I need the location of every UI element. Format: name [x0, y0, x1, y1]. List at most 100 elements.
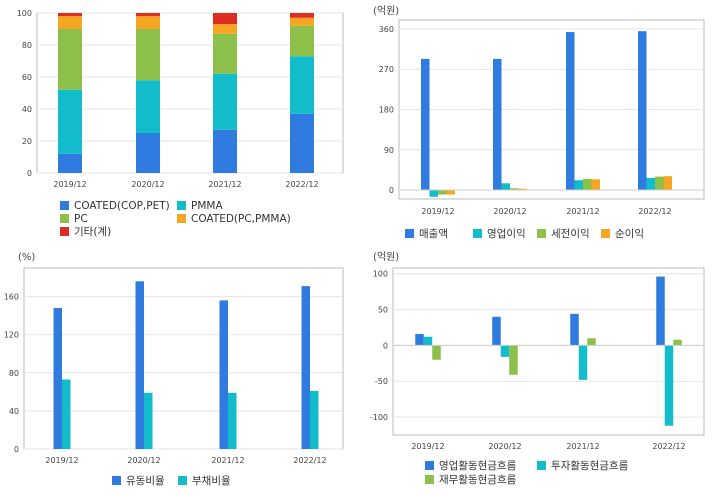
- x-tick-label: 2022/12: [285, 180, 318, 189]
- legend-swatch: [60, 214, 69, 223]
- bar: [290, 13, 314, 18]
- y-tick-label: 0: [389, 186, 394, 195]
- y-tick-label: 360: [379, 25, 394, 34]
- bar: [646, 177, 655, 191]
- bar: [228, 392, 237, 449]
- bar: [509, 345, 518, 375]
- legend-label: 세전이익: [551, 228, 590, 240]
- legend-label: 부채비율: [192, 475, 231, 487]
- y-tick-label: 100: [17, 9, 32, 18]
- bar: [591, 179, 600, 191]
- y-tick-label: 90: [384, 146, 394, 155]
- y-tick-label: 20: [22, 137, 32, 146]
- legend-swatch: [177, 201, 186, 210]
- x-tick-label: 2020/12: [131, 180, 164, 189]
- bar: [446, 190, 455, 195]
- bar: [136, 80, 160, 133]
- bar: [500, 345, 510, 357]
- legend-swatch: [425, 475, 434, 484]
- bar: [136, 29, 160, 81]
- bar: [656, 276, 665, 346]
- legend-swatch: [405, 229, 414, 238]
- legend-label: 영업활동현금흐름: [439, 459, 517, 472]
- bar: [135, 281, 144, 449]
- bar: [213, 13, 237, 25]
- bar: [432, 345, 441, 360]
- x-tick-label: 2020/12: [127, 456, 160, 465]
- legend-swatch: [60, 201, 69, 210]
- bar: [493, 58, 502, 191]
- bar: [136, 133, 160, 173]
- bar: [587, 338, 596, 346]
- legend-swatch: [177, 214, 186, 223]
- y-tick-label: 0: [27, 169, 32, 178]
- legend-swatch: [425, 461, 434, 470]
- bar: [663, 176, 672, 191]
- bar: [58, 29, 82, 90]
- x-tick-label: 2020/12: [488, 442, 521, 451]
- bar: [566, 32, 575, 191]
- bar: [62, 379, 71, 449]
- bar: [53, 308, 62, 449]
- bar: [301, 286, 310, 449]
- bar: [58, 89, 82, 154]
- legend-swatch: [537, 229, 546, 238]
- unit-label: (억원): [373, 251, 399, 263]
- chart-2: 0 90 180 270 360 (억원) 2019/12 2020/12 2021/12 202…: [373, 5, 705, 240]
- x-tick-label: 2019/12: [53, 180, 86, 189]
- x-tick-label: 2020/12: [493, 207, 526, 216]
- y-tick-label: 60: [22, 73, 32, 82]
- legend-label: 영업이익: [487, 227, 526, 240]
- legend-label: 기타(계): [74, 226, 111, 238]
- bar: [213, 129, 237, 173]
- y-tick-label: 40: [9, 407, 19, 416]
- y-tick-label: 50: [378, 306, 388, 315]
- bar: [421, 58, 430, 191]
- legend-label: 재무활동현금흐름: [439, 473, 517, 486]
- x-tick-label: 2021/12: [211, 456, 244, 465]
- legend-label: 순이익: [615, 228, 644, 240]
- y-tick-label: 0: [383, 341, 388, 350]
- bar: [673, 339, 682, 346]
- y-tick-label: 160: [4, 293, 19, 302]
- y-tick-label: 0: [14, 445, 19, 454]
- y-tick-label: 80: [22, 41, 32, 50]
- plot-frame: [392, 267, 705, 436]
- x-tick-label: 2021/12: [208, 180, 241, 189]
- bar: [58, 13, 82, 17]
- legend-swatch: [60, 227, 69, 236]
- y-tick-label: 120: [4, 331, 19, 340]
- bar: [638, 31, 647, 191]
- x-tick-label: 2019/12: [421, 207, 454, 216]
- x-tick-label: 2022/12: [293, 456, 326, 465]
- bar: [583, 178, 592, 191]
- chart-3: 0 40 80 120 160 (%) 2019/12 2020/12 2021/12 2022/…: [4, 252, 344, 487]
- x-tick-label: 2022/12: [652, 442, 685, 451]
- bar: [58, 16, 82, 29]
- bar: [136, 13, 160, 17]
- bar: [213, 73, 237, 130]
- bar: [136, 16, 160, 29]
- legend-swatch: [112, 476, 121, 485]
- legend-label: COATED(COP,PET): [74, 200, 170, 212]
- legend-swatch: [178, 476, 187, 485]
- chart-1: 0 20 40 60 80 100 2019/12 2020/12 2021/12 2022/12…: [17, 9, 344, 238]
- legend-swatch: [537, 461, 546, 470]
- bar: [664, 345, 674, 426]
- bar: [213, 33, 237, 74]
- x-tick-label: 2021/12: [566, 442, 599, 451]
- bar: [290, 17, 314, 26]
- bar: [219, 300, 228, 449]
- legend-label: PMMA: [191, 200, 223, 212]
- y-tick-label: 100: [373, 270, 388, 279]
- bar: [310, 390, 319, 449]
- x-tick-label: 2019/12: [411, 442, 444, 451]
- y-tick-label: 40: [22, 105, 32, 114]
- chart-4: -100 -50 0 50 100 (억원) 2019/12 2020/12 2021/12 20…: [370, 251, 705, 486]
- y-tick-label: -50: [375, 377, 388, 386]
- legend-swatch: [473, 229, 482, 238]
- bar: [438, 190, 447, 195]
- bar: [213, 24, 237, 34]
- y-tick-label: -100: [370, 413, 388, 422]
